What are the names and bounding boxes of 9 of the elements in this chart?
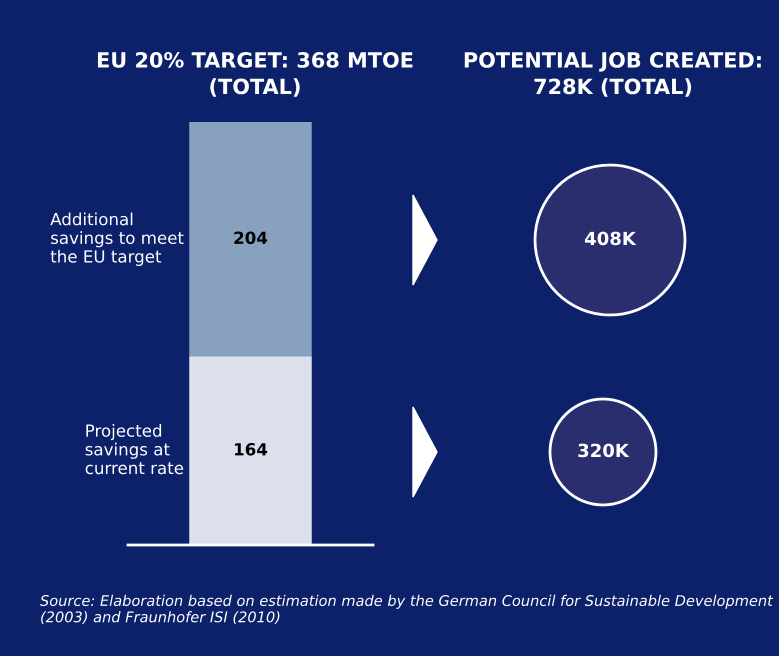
series-label: Additional savings to meet the EU target [50,212,184,266]
data-label: 204 [234,231,268,244]
text: POTENTIAL JOB CREATED: 728K (TOTAL) [464,52,761,97]
series-label: Projected savings at current rate [86,424,184,474]
source-note: Source: Elaboration based on estimation made by the German Council for Sustainable Development (2003) and Fraunhofer ISI (2010) [40,594,774,624]
text: 408K [584,232,636,246]
data-label: 164 [234,442,268,456]
text: 320K [578,444,630,458]
chart-title: EU 20% TARGET: 368 MTOE (TOTAL) [98,52,412,97]
